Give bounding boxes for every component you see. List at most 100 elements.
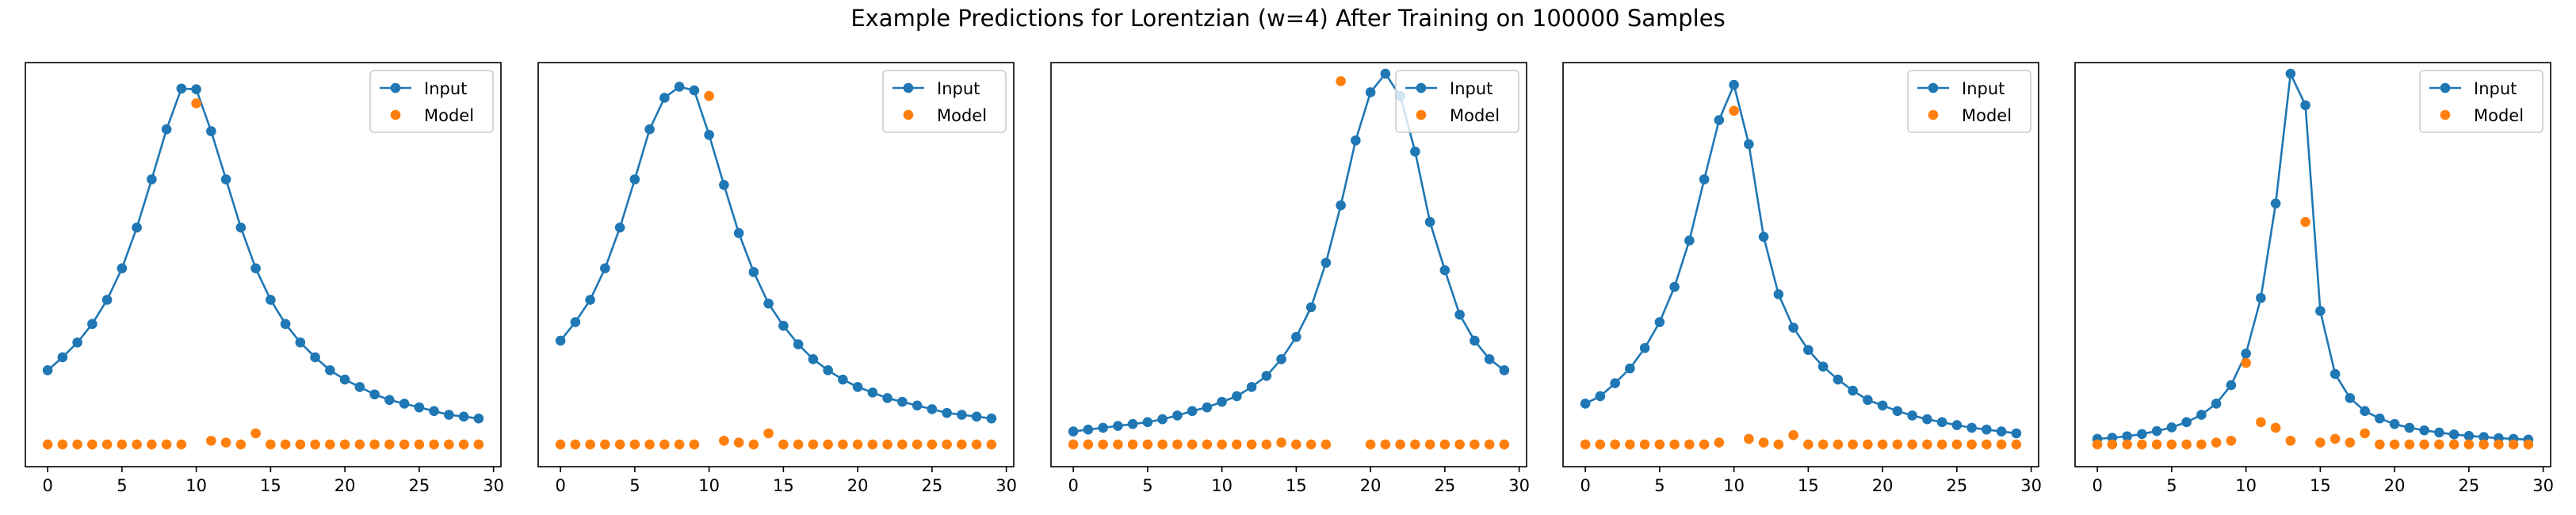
x-tick-label: 25 bbox=[409, 476, 430, 495]
figure-title: Example Predictions for Lorentzian (w=4)… bbox=[850, 5, 1726, 32]
data-point-model bbox=[1639, 439, 1650, 450]
data-point-model bbox=[1127, 439, 1138, 450]
data-point-input bbox=[414, 402, 425, 413]
data-point-input bbox=[719, 180, 729, 190]
data-point-input bbox=[927, 404, 938, 414]
data-point-input bbox=[2479, 432, 2489, 442]
data-point-model bbox=[1848, 439, 1858, 450]
x-tick-label: 5 bbox=[117, 476, 127, 495]
legend: Input Model bbox=[369, 70, 494, 133]
data-point-model bbox=[2256, 417, 2266, 428]
data-point-input bbox=[912, 400, 923, 411]
data-point-model bbox=[733, 437, 744, 448]
x-tick-label: 0 bbox=[1068, 476, 1078, 495]
data-point-model bbox=[147, 439, 157, 450]
data-point-model bbox=[897, 439, 908, 450]
x-tick-label: 20 bbox=[847, 476, 869, 495]
data-point-model bbox=[2523, 439, 2534, 450]
data-point-input bbox=[704, 129, 714, 140]
legend: Input Model bbox=[1907, 70, 2031, 133]
legend-label: Model bbox=[937, 106, 987, 125]
data-point-input bbox=[1951, 420, 1963, 430]
data-point-input bbox=[72, 337, 82, 348]
data-point-input bbox=[235, 222, 247, 233]
x-tick-label: 20 bbox=[2384, 476, 2406, 495]
data-point-model bbox=[1142, 439, 1153, 450]
data-point-input bbox=[1848, 385, 1858, 396]
data-point-input bbox=[87, 319, 97, 330]
data-point-input bbox=[399, 399, 410, 409]
data-point-model bbox=[2345, 437, 2356, 448]
data-point-input bbox=[689, 85, 700, 96]
data-point-input bbox=[1320, 258, 1332, 268]
data-point-model bbox=[1966, 439, 1977, 450]
data-point-model bbox=[117, 439, 128, 450]
data-point-model bbox=[555, 439, 566, 450]
data-point-input bbox=[2166, 422, 2177, 433]
legend-box bbox=[2419, 70, 2544, 133]
x-tick-label: 30 bbox=[996, 476, 1017, 495]
x-tick-label: 0 bbox=[2092, 476, 2102, 495]
subplot-1: 0 5 10 15 20 25 30 Input Model bbox=[25, 62, 504, 495]
data-point-model bbox=[2434, 439, 2444, 450]
data-point-model bbox=[101, 439, 113, 450]
data-point-model bbox=[1936, 439, 1947, 450]
data-point-model bbox=[1922, 439, 1932, 450]
legend-marker bbox=[1416, 109, 1427, 120]
data-point-input bbox=[1424, 216, 1435, 227]
data-point-model bbox=[1996, 439, 2007, 450]
data-point-model bbox=[1424, 439, 1435, 450]
data-point-input bbox=[2300, 100, 2310, 111]
subplot-3: 0 5 10 15 20 25 30 Input Model bbox=[1050, 62, 1530, 495]
data-point-input bbox=[2270, 198, 2281, 209]
x-tick-label: 15 bbox=[1798, 476, 1819, 495]
data-point-input bbox=[1470, 335, 1480, 346]
data-point-input bbox=[1276, 354, 1286, 364]
x-tick-label: 0 bbox=[555, 476, 565, 495]
data-point-input bbox=[1863, 395, 1873, 406]
data-point-input bbox=[2419, 425, 2429, 436]
data-point-input bbox=[971, 411, 982, 422]
data-point-input bbox=[1996, 426, 2007, 437]
data-point-model bbox=[57, 439, 68, 450]
legend-marker bbox=[903, 82, 914, 93]
data-point-model bbox=[1654, 439, 1665, 450]
data-point-model bbox=[220, 437, 231, 448]
data-point-model bbox=[1232, 439, 1242, 450]
data-point-model bbox=[1395, 439, 1405, 450]
data-point-input bbox=[1232, 391, 1242, 402]
x-tick-label: 30 bbox=[2020, 476, 2042, 495]
data-point-model bbox=[161, 439, 172, 450]
data-point-model bbox=[1336, 76, 1346, 86]
data-point-input bbox=[1083, 424, 1094, 435]
legend-marker bbox=[1928, 109, 1939, 120]
data-point-model bbox=[1261, 439, 1272, 450]
legend-marker bbox=[390, 109, 401, 120]
data-point-input bbox=[882, 393, 892, 403]
data-point-input bbox=[942, 407, 952, 418]
data-point-model bbox=[1113, 439, 1123, 450]
data-point-model bbox=[1833, 439, 1844, 450]
data-point-model bbox=[1729, 105, 1739, 116]
data-point-model bbox=[852, 439, 863, 450]
data-point-input bbox=[793, 339, 804, 349]
data-point-model bbox=[266, 439, 276, 450]
data-point-model bbox=[429, 439, 439, 450]
data-point-model bbox=[1365, 439, 1376, 450]
legend-box bbox=[1395, 70, 1519, 133]
subplot-4: 0 5 10 15 20 25 30 Input Model bbox=[1562, 62, 2042, 495]
legend-label: Model bbox=[1962, 106, 2012, 125]
data-point-model bbox=[704, 90, 714, 101]
data-point-model bbox=[2226, 435, 2237, 446]
data-point-input bbox=[1113, 421, 1123, 431]
data-point-model bbox=[414, 439, 425, 450]
data-point-model bbox=[778, 439, 789, 450]
data-point-model bbox=[1758, 437, 1769, 448]
data-point-model bbox=[1439, 439, 1450, 450]
legend-label: Model bbox=[424, 106, 474, 125]
data-point-input bbox=[823, 365, 833, 376]
data-point-model bbox=[659, 439, 670, 450]
x-tick-label: 10 bbox=[185, 476, 207, 495]
data-point-model bbox=[2270, 422, 2281, 433]
legend-label: Model bbox=[1450, 106, 1500, 125]
